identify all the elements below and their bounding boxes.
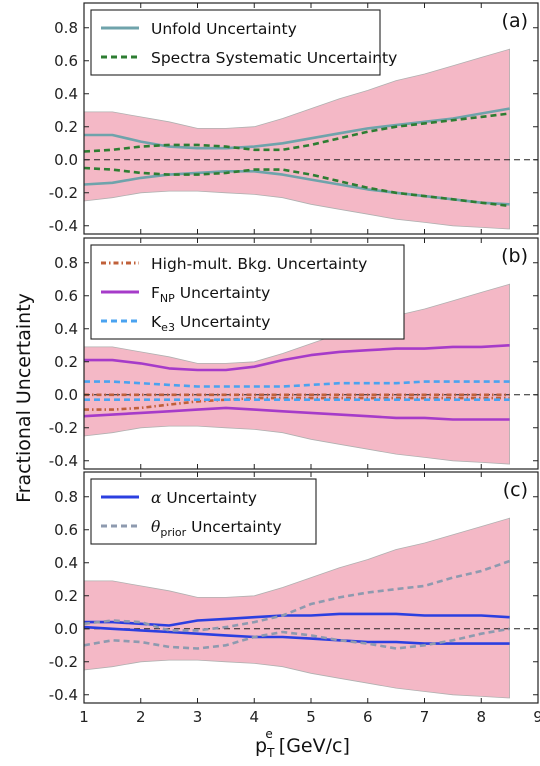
y-tick-label: 0.6 <box>54 287 78 305</box>
legend-label-main: Unfold Uncertainty <box>151 20 297 38</box>
y-tick-label: 0.8 <box>54 488 78 506</box>
panels-group: -0.4 -0.2 0.0 0.2 0.4 0.6 0.8 (a) Unfold Uncerta… <box>49 2 540 726</box>
legend-label-0: High-mult. Bkg. Uncertainty <box>151 255 367 273</box>
legend-label-subscript: NP <box>160 292 175 305</box>
legend-label-0: Unfold Uncertainty <box>151 20 297 38</box>
y-tick-label: -0.4 <box>49 686 78 704</box>
legend-label-main: High-mult. Bkg. Uncertainty <box>151 255 367 273</box>
legend-label-1: Spectra Systematic Uncertainty <box>151 49 397 67</box>
legend-label-main: θ <box>151 518 161 536</box>
y-tick-label: 0.6 <box>54 52 78 70</box>
legend-label-suffix: Uncertainty <box>175 284 270 302</box>
panel-label: (a) <box>502 10 528 32</box>
legend-label-main: K <box>151 313 162 331</box>
series-0-upper-line <box>84 107 510 150</box>
series-2-upper-line <box>84 380 510 388</box>
series-0-lower-line <box>84 625 510 645</box>
series-1-lower-line <box>84 406 510 421</box>
x-axis-label-unit: [GeV/c] <box>273 735 350 757</box>
series-1-lower-line <box>84 166 510 208</box>
x-tick-label: 3 <box>193 708 203 726</box>
series-0-lower-line <box>84 170 510 206</box>
panel-label: (b) <box>501 245 528 267</box>
legend-label-1: θprior Uncertainty <box>151 518 282 539</box>
legend-label-suffix: Uncertainty <box>175 313 270 331</box>
x-tick-label: 7 <box>420 708 430 726</box>
x-axis-label-sup: e <box>265 727 272 741</box>
y-tick-label: 0.2 <box>54 118 78 136</box>
panel-2: -0.4 -0.2 0.0 0.2 0.4 0.6 0.8 1 2 3 4 5 6 7 8 9 (c) α Unc… <box>49 471 540 726</box>
legend-box <box>90 244 405 340</box>
uncertainty-band <box>84 517 510 699</box>
series-1-upper-line <box>84 559 511 632</box>
y-tick-label: 0.8 <box>54 254 78 272</box>
y-tick-label: 0.8 <box>54 19 78 37</box>
panel-label: (c) <box>503 479 528 501</box>
series-0-upper-line <box>84 612 510 627</box>
legend-box <box>90 478 317 545</box>
x-axis-label: pTe [GeV/c] <box>255 727 350 760</box>
series-1-upper-line <box>84 112 510 153</box>
x-tick-label: 5 <box>306 708 316 726</box>
legend-label-main: F <box>151 284 160 302</box>
y-tick-label: 0.6 <box>54 521 78 539</box>
legend-label-suffix: Uncertainty <box>161 489 256 507</box>
x-tick-label: 2 <box>136 708 146 726</box>
x-tick-label: 8 <box>476 708 486 726</box>
x-tick-label: 4 <box>249 708 259 726</box>
y-tick-label: -0.2 <box>49 653 78 671</box>
plot-area <box>84 48 538 230</box>
y-tick-label: 0.2 <box>54 587 78 605</box>
x-axis-label-sub: T <box>266 746 275 760</box>
y-tick-label: 0.0 <box>54 386 78 404</box>
series-0-lower-line <box>84 396 510 411</box>
y-tick-label: -0.4 <box>49 217 78 235</box>
x-tick-label: 9 <box>533 708 540 726</box>
x-tick-label: 1 <box>79 708 89 726</box>
y-tick-label: 0.0 <box>54 620 78 638</box>
panel-1: -0.4 -0.2 0.0 0.2 0.4 0.6 0.8 (b) High-mult. Bkg… <box>49 237 539 470</box>
legend-label-main: α <box>151 489 162 507</box>
uncertainty-band <box>84 48 510 230</box>
y-tick-label: -0.4 <box>49 452 78 470</box>
plot-area <box>84 517 538 699</box>
legend-label-subscript: e3 <box>161 321 175 334</box>
y-tick-label: -0.2 <box>49 184 78 202</box>
y-tick-label: 0.4 <box>54 320 78 338</box>
y-tick-label: -0.2 <box>49 419 78 437</box>
panel-0: -0.4 -0.2 0.0 0.2 0.4 0.6 0.8 (a) Unfold Uncerta… <box>49 2 539 235</box>
legend-label-main: Spectra Systematic Uncertainty <box>151 49 397 67</box>
y-tick-label: 0.4 <box>54 554 78 572</box>
x-tick-label: 6 <box>363 708 373 726</box>
y-axis-label: Fractional Uncertainty <box>13 293 35 503</box>
y-tick-label: 0.2 <box>54 353 78 371</box>
legend-label-subscript: prior <box>160 526 186 539</box>
x-axis-label-main: p <box>255 735 267 757</box>
legend-label-0: α Uncertainty <box>151 489 257 507</box>
legend-box <box>90 9 381 76</box>
y-tick-label: 0.0 <box>54 151 78 169</box>
legend-label-1: FNP Uncertainty <box>151 284 270 305</box>
legend-label-suffix: Uncertainty <box>186 518 281 536</box>
series-1-upper-line <box>84 344 510 372</box>
y-tick-label: 0.4 <box>54 85 78 103</box>
legend-label-2: Ke3 Uncertainty <box>151 313 270 334</box>
series-1-lower-line <box>84 627 510 650</box>
